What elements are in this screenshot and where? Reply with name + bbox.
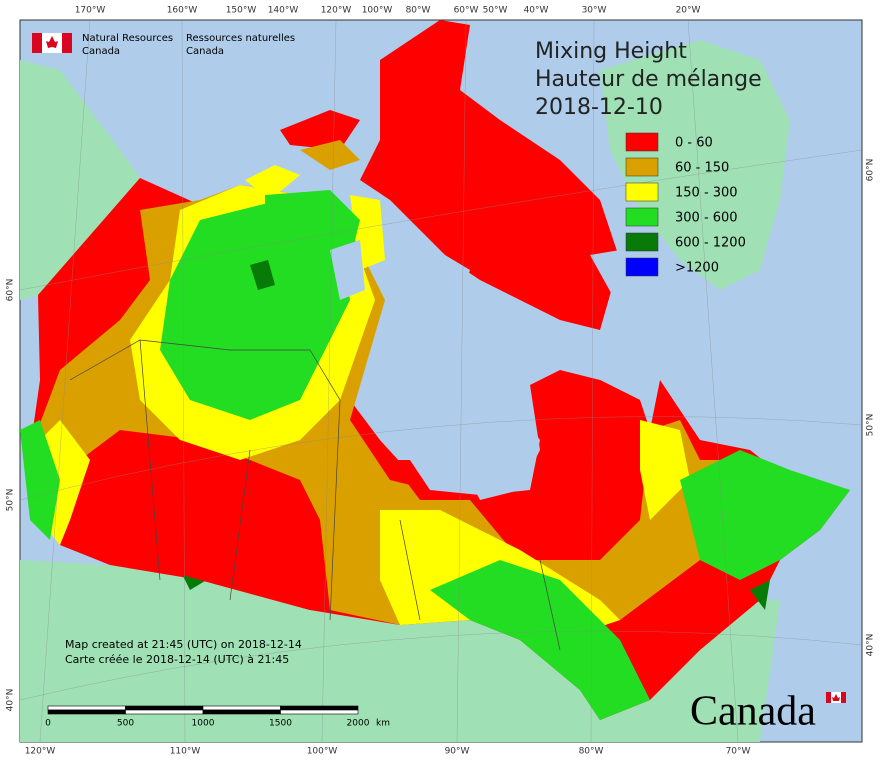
- longitude-label: 160°W: [167, 6, 198, 16]
- wordmark-flag: [826, 692, 846, 703]
- title-fr: Hauteur de mélange: [535, 67, 762, 92]
- note: Map created at 21:45 (UTC) on 2018-12-14: [65, 638, 302, 651]
- graticule-labels: 170°W 160°W 150°W 140°W 120°W 100°W 80°W 60°W 50…: [6, 6, 876, 757]
- longitude-label: 170°W: [75, 6, 106, 16]
- legend-swatch: [625, 157, 659, 177]
- longitude-label: 100°W: [362, 6, 393, 16]
- legend-swatch: [625, 182, 659, 202]
- agency-en: Natural Resources: [82, 33, 173, 44]
- longitude-label: 80°W: [406, 6, 431, 16]
- agency-fr: Canada: [186, 46, 224, 57]
- scale-label: 0: [45, 719, 51, 729]
- zone: [300, 140, 360, 170]
- scale-bar: 0 500 1000 1500 2000 km: [45, 705, 390, 729]
- legend-swatch: [625, 207, 659, 227]
- latitude-label: 60°N: [866, 159, 876, 182]
- scale-label: 1500: [269, 719, 292, 729]
- longitude-label: 120°W: [321, 6, 352, 16]
- scale-segment: [125, 709, 204, 715]
- neighbour-land: [20, 40, 790, 742]
- longitude-label: 70°W: [726, 747, 751, 757]
- longitude-label: 40°W: [524, 6, 549, 16]
- agency-fr: Ressources naturelles: [186, 33, 295, 44]
- zone: [245, 165, 385, 270]
- title-date: 2018-12-10: [535, 95, 663, 120]
- provincial-borders: [69, 339, 561, 651]
- longitude-label: 120°W: [25, 747, 56, 757]
- scale-segment: [280, 709, 359, 715]
- note: Carte créée le 2018-12-14 (UTC) à 21:45: [65, 653, 289, 666]
- zone: [20, 200, 850, 720]
- nrcan-logo: [32, 33, 72, 53]
- latitude-label: 60°N: [6, 279, 16, 302]
- legend-swatch: [625, 232, 659, 252]
- longitude-label: 150°W: [226, 6, 257, 16]
- zone: [110, 380, 640, 610]
- legend-label: 60 - 150: [675, 161, 729, 176]
- legend: 0 - 60 60 - 150 150 - 300 300 - 600 600 - 12…: [625, 132, 746, 277]
- scale-segment: [280, 705, 359, 711]
- scale-unit: km: [376, 719, 390, 729]
- scale-segment: [125, 705, 204, 711]
- latitude-label: 50°N: [866, 414, 876, 437]
- longitude-label: 80°W: [579, 747, 604, 757]
- scale-label: 500: [117, 719, 134, 729]
- scale-label: 1000: [192, 719, 215, 729]
- zone: [280, 20, 620, 330]
- scale-segment: [202, 705, 281, 711]
- legend-label: 600 - 1200: [675, 236, 746, 251]
- longitude-label: 20°W: [676, 6, 701, 16]
- longitude-label: 30°W: [582, 6, 607, 16]
- legend-label: >1200: [675, 261, 719, 276]
- longitude-label: 140°W: [268, 6, 299, 16]
- legend-label: 150 - 300: [675, 186, 738, 201]
- latitude-label: 40°N: [6, 689, 16, 712]
- scale-segment: [47, 709, 126, 715]
- legend-swatch: [625, 257, 659, 277]
- longitude-label: 90°W: [445, 747, 470, 757]
- legend-swatch: [625, 132, 659, 152]
- scale-segment: [47, 705, 126, 711]
- latitude-label: 40°N: [866, 634, 876, 657]
- legend-label: 300 - 600: [675, 211, 738, 226]
- latitude-label: 50°N: [6, 489, 16, 512]
- mixing-height-zones: [20, 20, 850, 720]
- longitude-label: 100°W: [307, 747, 338, 757]
- longitude-label: 110°W: [170, 747, 201, 757]
- longitude-label: 50°W: [483, 6, 508, 16]
- legend-label: 0 - 60: [675, 136, 713, 151]
- title-en: Mixing Height: [535, 39, 687, 64]
- scale-label: 2000: [347, 719, 370, 729]
- water-bodies: [330, 240, 640, 495]
- scale-segment: [202, 709, 281, 715]
- longitude-label: 60°W: [454, 6, 479, 16]
- canada-wordmark: Canada: [690, 689, 816, 735]
- agency-en: Canada: [82, 46, 120, 57]
